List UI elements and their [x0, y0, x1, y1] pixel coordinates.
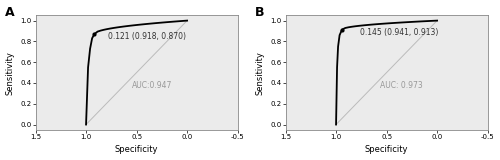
Text: 0.121 (0.918, 0.870): 0.121 (0.918, 0.870)	[108, 32, 186, 41]
Text: AUC:0.947: AUC:0.947	[132, 80, 172, 90]
X-axis label: Specificity: Specificity	[365, 145, 408, 154]
Text: 0.145 (0.941, 0.913): 0.145 (0.941, 0.913)	[360, 28, 438, 37]
Y-axis label: Sensitivity: Sensitivity	[256, 51, 264, 95]
Text: AUC: 0.973: AUC: 0.973	[380, 80, 423, 90]
Y-axis label: Sensitivity: Sensitivity	[6, 51, 15, 95]
X-axis label: Specificity: Specificity	[115, 145, 158, 154]
Text: A: A	[5, 6, 15, 19]
Text: B: B	[255, 6, 264, 19]
